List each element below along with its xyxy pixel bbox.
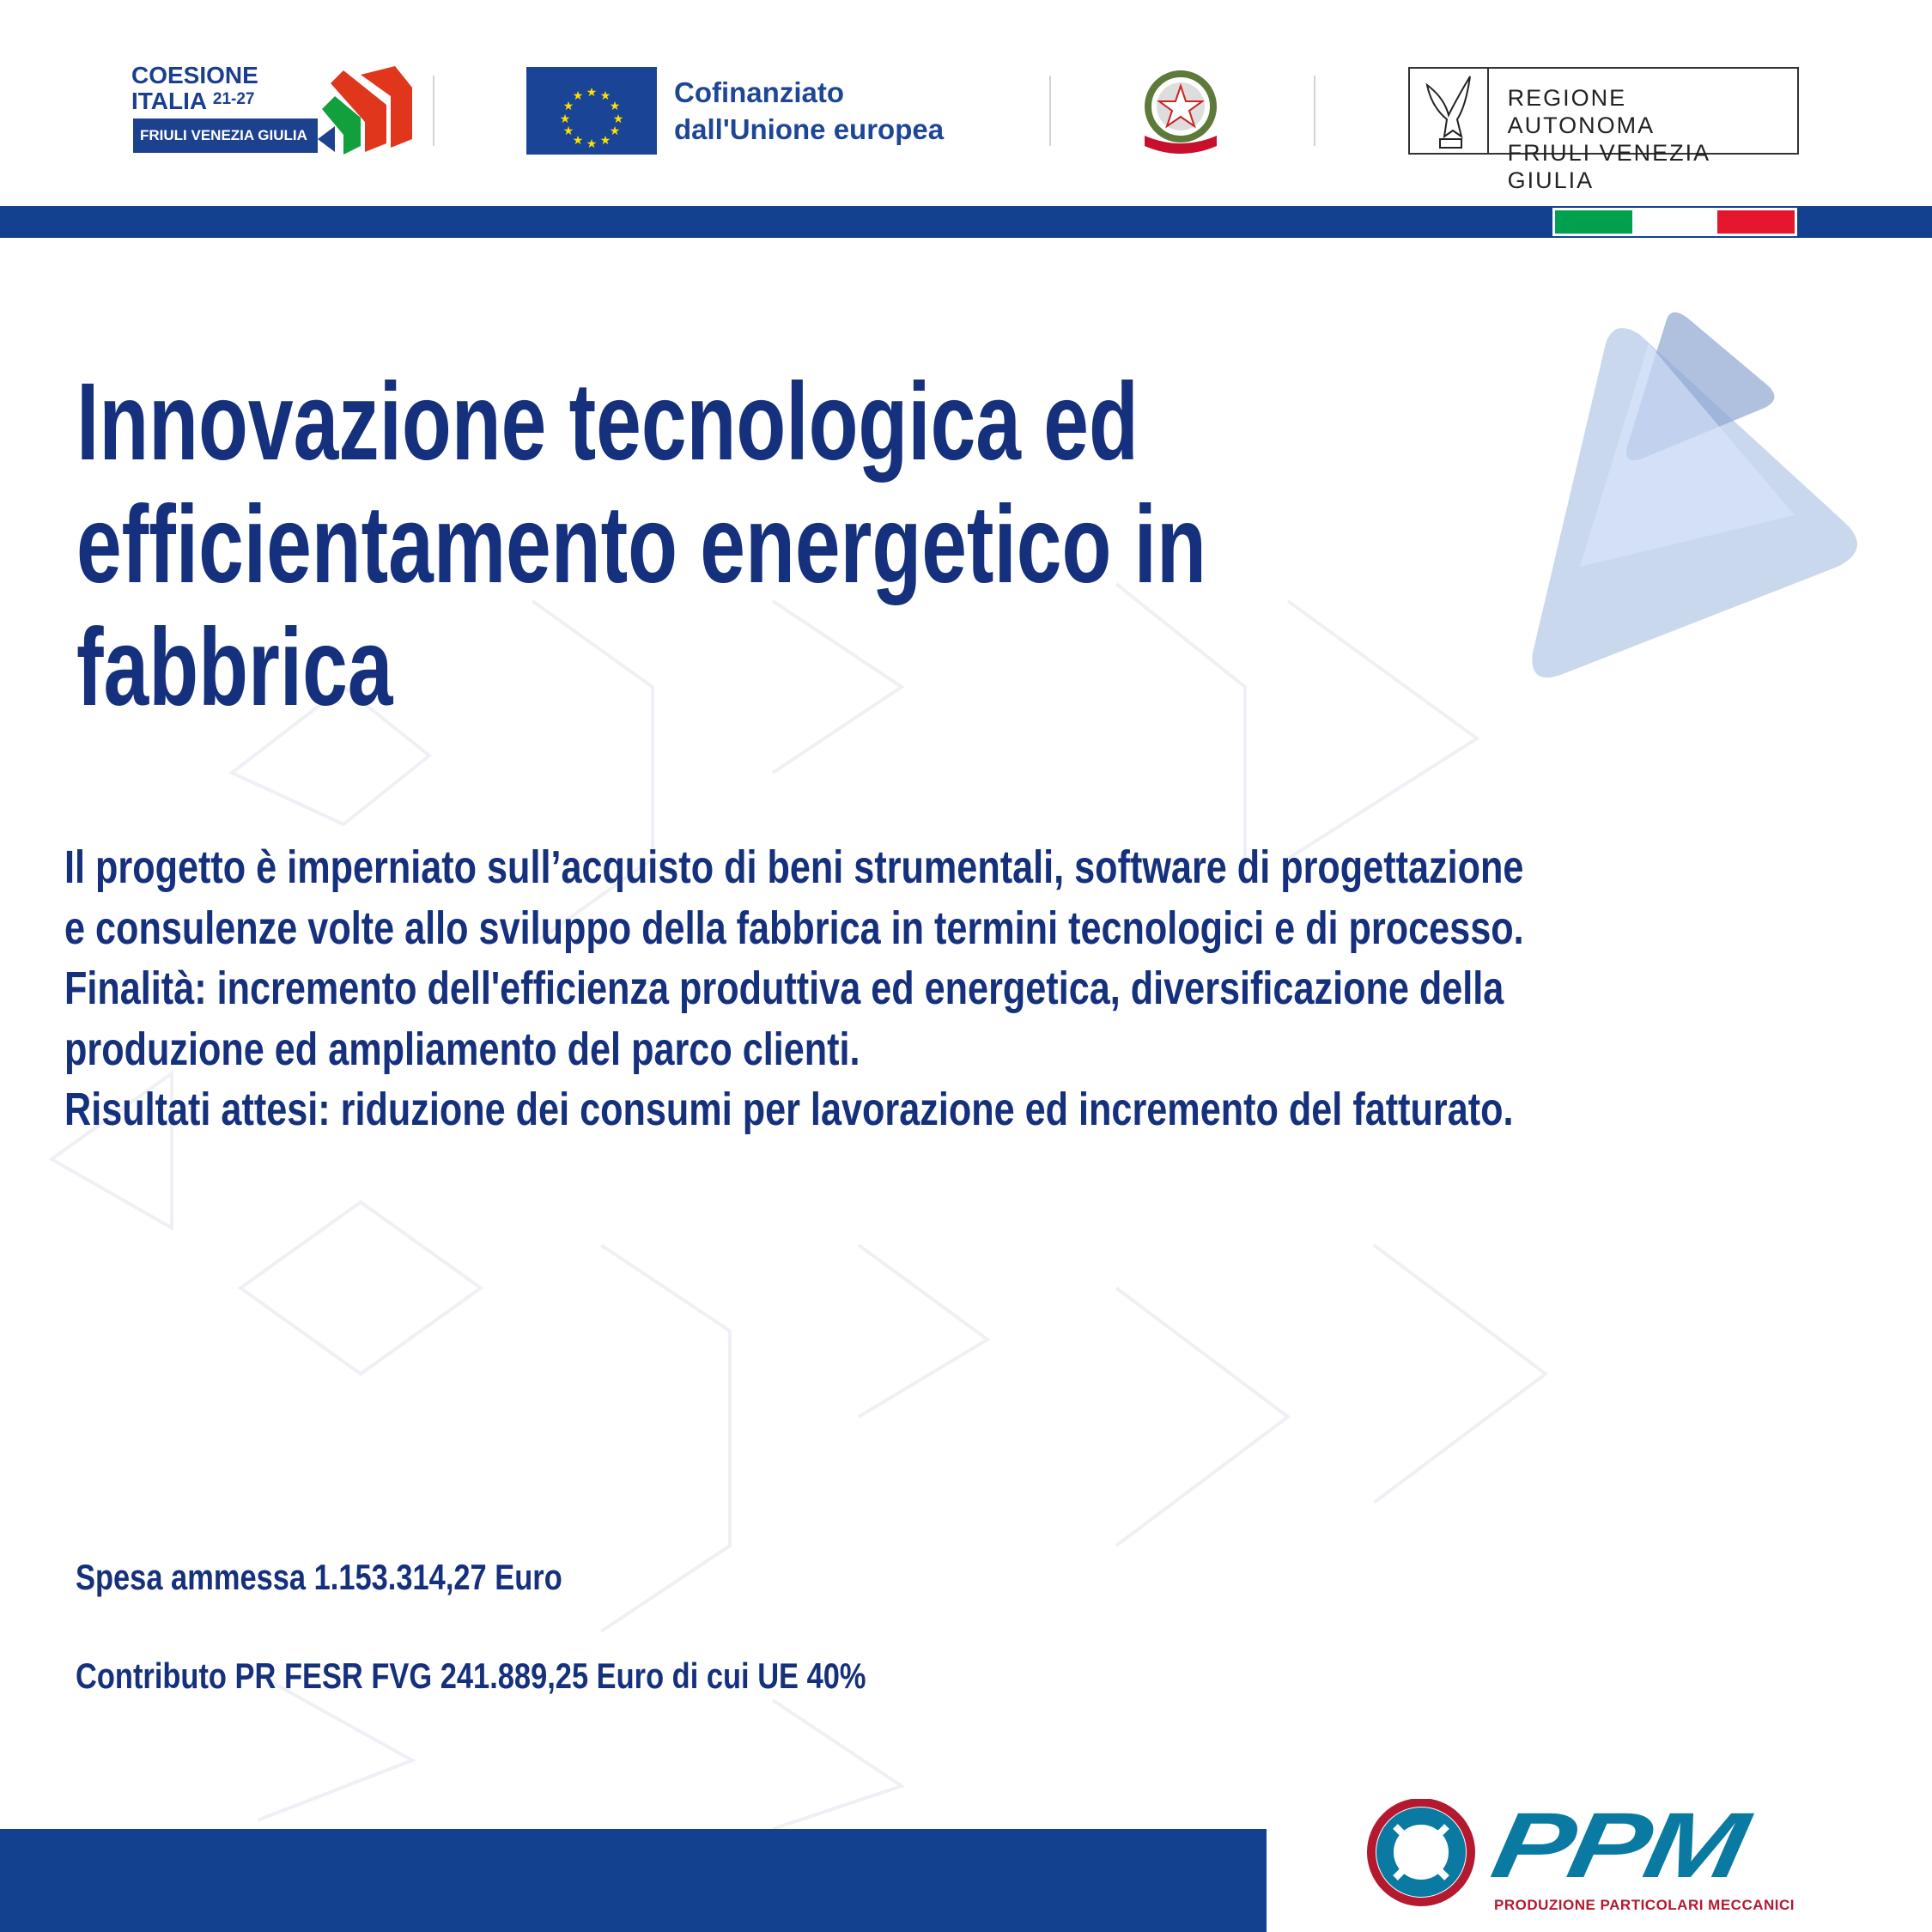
title-line: Innovazione tecnologica ed xyxy=(76,361,1139,483)
footer-bar xyxy=(0,1829,1267,1932)
region-line1: REGIONE AUTONOMA xyxy=(1507,85,1656,138)
description-line: e consulenze volte allo sviluppo della f… xyxy=(64,902,1524,954)
italia-text: ITALIA xyxy=(131,88,207,114)
description-line: produzione ed ampliamento del parco clie… xyxy=(64,1023,860,1075)
coesione-text: COESIONE xyxy=(131,62,258,88)
page-title: Innovazione tecnologica ed efficientamen… xyxy=(76,361,1474,729)
ppm-ring-icon xyxy=(1367,1798,1475,1906)
svg-text:★: ★ xyxy=(560,112,571,125)
separator xyxy=(433,76,434,146)
svg-text:★: ★ xyxy=(613,112,624,125)
svg-text:★: ★ xyxy=(573,88,584,102)
svg-text:★: ★ xyxy=(563,124,574,137)
contributo: Contributo PR FESR FVG 241.889,25 Euro d… xyxy=(76,1656,866,1696)
region-line2: FRIULI VENEZIA GIULIA xyxy=(1507,140,1710,193)
fvg-label: FRIULI VENEZIA GIULIA xyxy=(133,118,318,153)
svg-text:★: ★ xyxy=(610,99,621,112)
eu-line2: dall'Unione europea xyxy=(674,113,945,145)
description-line: Finalità: incremento dell'efficienza pro… xyxy=(64,963,1504,1014)
svg-text:★: ★ xyxy=(586,137,598,150)
svg-text:★: ★ xyxy=(600,88,611,102)
eu-flag-icon: ★ ★ ★ ★ ★ ★ ★ ★ ★ ★ ★ ★ xyxy=(526,67,657,155)
description-line: Risultati attesi: riduzione dei consumi … xyxy=(64,1084,1514,1135)
ppm-name: PPM xyxy=(1485,1793,1752,1897)
coesione-arrow-icon xyxy=(318,66,412,155)
region-logo: REGIONE AUTONOMA FRIULI VENEZIA GIULIA xyxy=(1408,67,1799,193)
separator xyxy=(1314,76,1315,146)
svg-text:★: ★ xyxy=(563,99,574,112)
title-line: efficientamento energetico in xyxy=(76,483,1206,606)
svg-text:★: ★ xyxy=(586,85,598,99)
separator xyxy=(1049,76,1051,146)
eu-line1: Cofinanziato xyxy=(674,76,844,108)
eagle-icon xyxy=(1410,69,1489,153)
coesione-logo: COESIONE ITALIA 21-27 xyxy=(131,63,258,114)
title-line: fabbrica xyxy=(76,606,393,729)
italian-flag-icon xyxy=(1552,208,1797,236)
description-line: Il progetto è imperniato sull’acquisto d… xyxy=(64,841,1524,893)
ppm-logo: PPM PRODUZIONE PARTICOLARI MECCANICI xyxy=(1365,1793,1795,1932)
eu-cofinanced-text: Cofinanziato dall'Unione europea xyxy=(674,74,944,148)
svg-text:★: ★ xyxy=(610,124,621,137)
project-description: Il progetto è imperniato sull’acquisto d… xyxy=(64,837,1782,1140)
svg-text:★: ★ xyxy=(573,133,584,147)
spesa-ammessa: Spesa ammessa 1.153.314,27 Euro xyxy=(76,1557,562,1597)
triangle-decoration xyxy=(1532,312,1857,678)
svg-text:★: ★ xyxy=(600,133,611,147)
years-text: 21-27 xyxy=(212,90,255,108)
ppm-tagline: PRODUZIONE PARTICOLARI MECCANICI xyxy=(1494,1897,1795,1913)
italian-emblem-icon xyxy=(1145,70,1217,154)
